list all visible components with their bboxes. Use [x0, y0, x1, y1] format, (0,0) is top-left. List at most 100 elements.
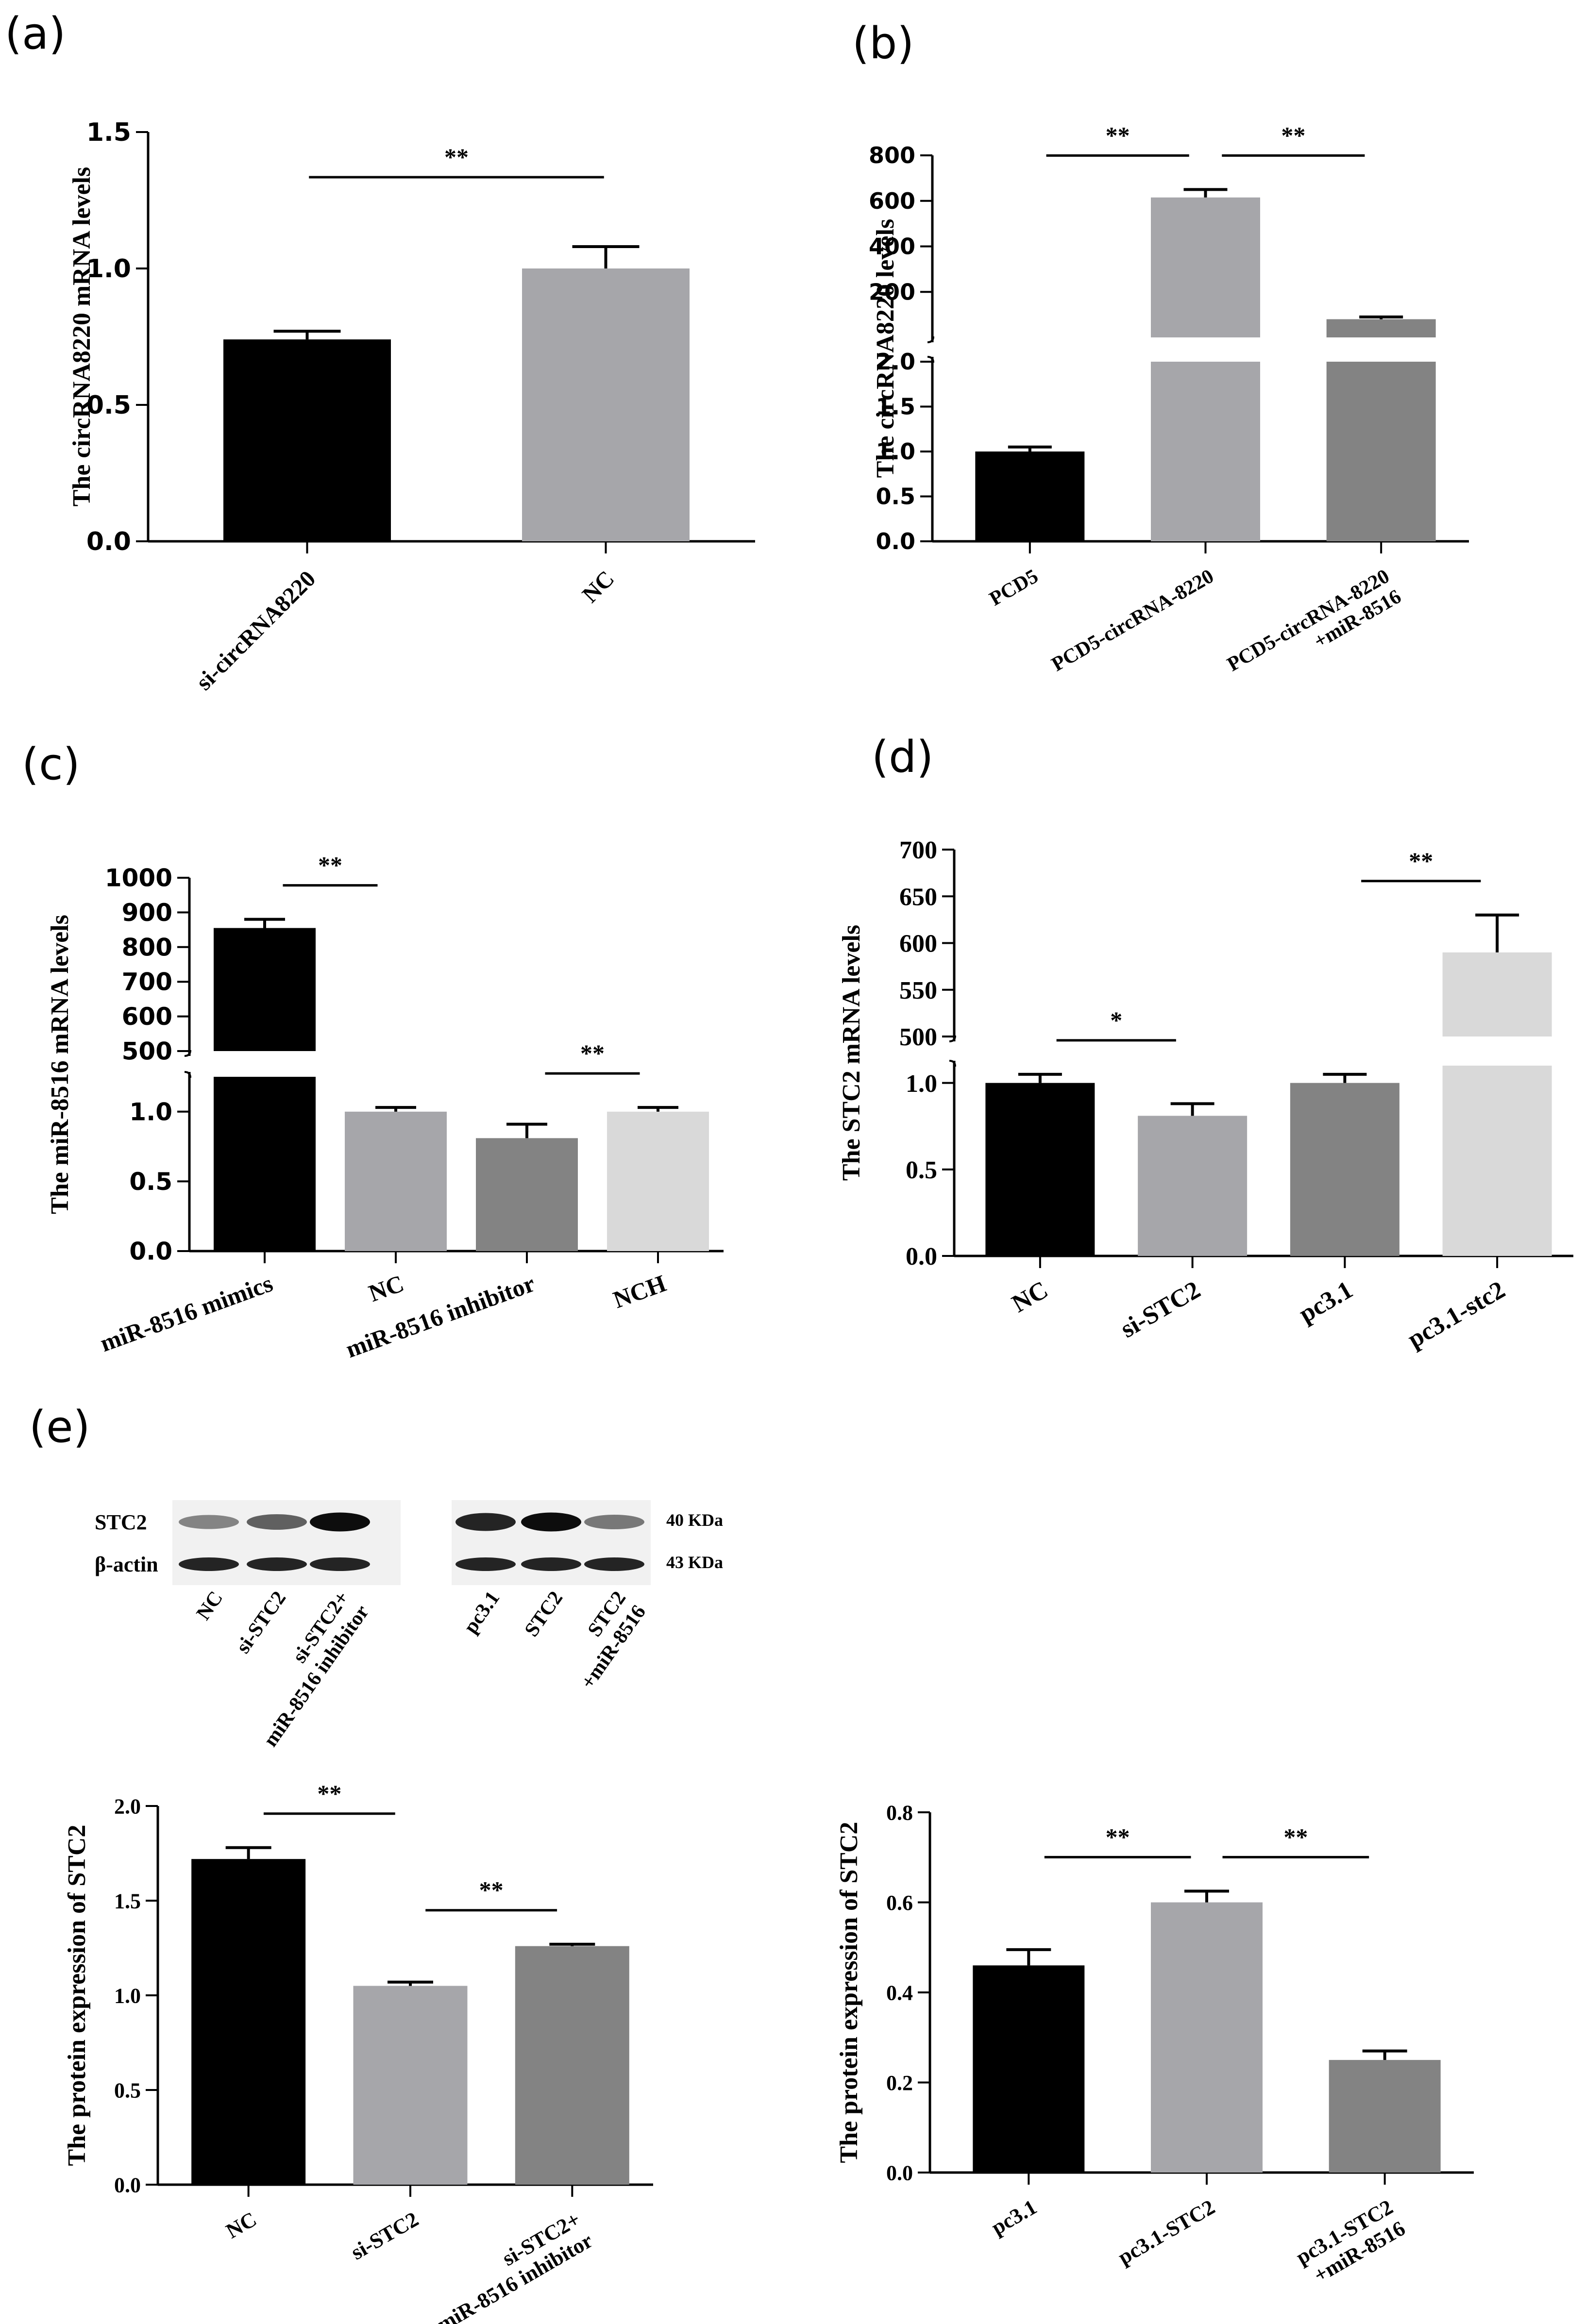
y-tick-label: 1.0	[876, 438, 916, 465]
y-tick-label: 600	[899, 930, 937, 958]
bar	[607, 1111, 709, 1251]
y-tick-label: 1.0	[129, 1098, 172, 1126]
significance-label: **	[1281, 121, 1305, 149]
significance-label: **	[479, 1876, 504, 1904]
y-tick-label: 1.0	[86, 254, 131, 284]
bar	[191, 1859, 306, 2185]
blot-band-actin	[310, 1557, 370, 1571]
chart-e1: 0.0 0.5 1.0 1.5 2.0 ** ** The protein expressio…	[63, 1780, 653, 2324]
y-tick-label: 0.5	[906, 1156, 937, 1184]
bar-lower-segment	[1151, 362, 1260, 541]
blot-lane-label: STC2	[521, 1587, 568, 1641]
x-category-label: NC	[222, 2207, 261, 2243]
y-tick-label: 0.0	[86, 527, 131, 556]
x-category-label: PCD5	[986, 565, 1042, 611]
x-category-label: si-circRNA8220	[191, 566, 320, 695]
y-tick-label: 800	[122, 933, 172, 961]
y-tick-label: 0.0	[876, 528, 916, 554]
x-category-label-line: NCH	[609, 1270, 670, 1314]
y-tick-label: 200	[869, 279, 915, 305]
bar	[973, 1965, 1085, 2173]
blot-band-actin	[247, 1557, 307, 1571]
bar-upper-segment	[1442, 952, 1552, 1037]
y-tick-label: 0.2	[886, 2071, 913, 2095]
chart-c: 0.0 0.5 1.0 500 600 700 800 900 1000 ** ** The miR-…	[46, 852, 724, 1363]
bar-upper-segment	[214, 928, 316, 1051]
y-tick-label: 0.0	[886, 2161, 913, 2185]
x-category-label-line: NC	[365, 1270, 407, 1307]
blot-band-actin	[179, 1557, 239, 1571]
blot-size-label: 40 KDa	[666, 1510, 723, 1530]
blot-lane-label-line: NC	[192, 1587, 227, 1624]
y-axis-title: The miR-8516 mRNA levels	[46, 915, 74, 1214]
y-tick-label: 0.0	[906, 1243, 937, 1271]
bar-upper-segment	[1151, 197, 1260, 337]
y-tick-label: 800	[869, 142, 915, 168]
y-tick-label: 1000	[105, 864, 172, 892]
y-tick-label: 0.8	[886, 1801, 913, 1824]
x-category-label-line: PCD5-circRNA-8220	[1048, 565, 1218, 676]
blot-band-stc2	[310, 1512, 370, 1532]
blot-lane-label-line: pc3.1	[459, 1587, 504, 1638]
y-tick-label: 500	[899, 1023, 937, 1051]
x-category-label-line: si-STC2	[347, 2207, 422, 2264]
y-tick-label: 0.6	[886, 1891, 913, 1915]
blot-row-label: β-actin	[95, 1553, 158, 1576]
y-axis-title: The circRNA8220 levels	[872, 219, 899, 478]
blot-band-actin	[455, 1557, 516, 1571]
significance-label: **	[317, 1780, 341, 1807]
blot-row-label: STC2	[95, 1510, 147, 1534]
y-tick-label: 900	[122, 899, 172, 927]
y-tick-label: 700	[899, 836, 937, 864]
y-axis-title: The protein expression of STC2	[63, 1824, 91, 2166]
y-tick-label: 0.5	[129, 1168, 172, 1196]
y-tick-label: 1.5	[876, 394, 916, 420]
panel-label-b: (b)	[852, 18, 914, 69]
significance-label: **	[1409, 847, 1433, 874]
bar	[515, 1946, 629, 2185]
y-tick-label: 600	[122, 1003, 172, 1031]
bar	[985, 1083, 1095, 1256]
chart-a: 0.0 0.5 1.0 1.5 ** The circRNA8220 mRNA level…	[68, 118, 755, 695]
x-category-label: pc3.1	[1295, 1276, 1358, 1328]
x-category-label: si-STC2	[347, 2207, 422, 2264]
bar	[522, 268, 690, 541]
significance-label: **	[1106, 121, 1130, 149]
x-category-label-line: pc3.1-stc2	[1403, 1276, 1510, 1354]
blot-band-stc2	[179, 1515, 239, 1529]
bar-lower-segment	[1326, 362, 1436, 541]
blot-size-label: 43 KDa	[666, 1553, 723, 1572]
bar	[1329, 2060, 1441, 2173]
blot-band-stc2	[455, 1513, 516, 1531]
blot-band-actin	[584, 1557, 644, 1571]
significance-label: **	[580, 1039, 605, 1067]
x-category-label-line: si-STC2	[1116, 1276, 1205, 1343]
bar-lower-segment	[214, 1077, 316, 1251]
chart-b: 0.0 0.5 1.0 1.5 2.0 200 400 600 800 ** ** The circR…	[869, 121, 1469, 696]
panel-label-a: (a)	[5, 8, 66, 59]
x-category-label: NC	[365, 1270, 407, 1307]
blot-lane-label: NC	[192, 1587, 227, 1624]
x-category-label: miR-8516 mimics	[97, 1270, 276, 1357]
x-category-label-line: si-circRNA8220	[191, 566, 320, 695]
y-tick-label: 1.0	[906, 1070, 937, 1098]
chart-e2: 0.0 0.2 0.4 0.6 0.8 ** ** The protein expressio…	[835, 1801, 1474, 2291]
blot-band-stc2	[521, 1512, 581, 1532]
blot-band-stc2	[247, 1514, 307, 1530]
x-category-label: pc3.1-STC2+miR-8516	[1292, 2195, 1409, 2291]
x-category-label-line: NC	[577, 566, 619, 607]
x-category-label: pc3.1-stc2	[1403, 1276, 1510, 1354]
y-tick-label: 1.0	[114, 1984, 141, 2007]
axis-break-upper	[927, 336, 934, 343]
x-category-label-line: pc3.1	[987, 2195, 1041, 2240]
x-category-label: PCD5-circRNA-8220+miR-8516	[1224, 565, 1405, 696]
x-category-label-line: pc3.1	[1295, 1276, 1358, 1328]
x-category-label: NCH	[609, 1270, 670, 1314]
x-category-label-line: NC	[222, 2207, 261, 2243]
y-tick-label: 0.4	[886, 1981, 913, 2005]
axis-break-lower	[184, 1071, 191, 1078]
bar	[476, 1138, 578, 1251]
y-tick-label: 650	[899, 883, 937, 911]
blot-lane-label: si-STC2	[232, 1587, 291, 1657]
